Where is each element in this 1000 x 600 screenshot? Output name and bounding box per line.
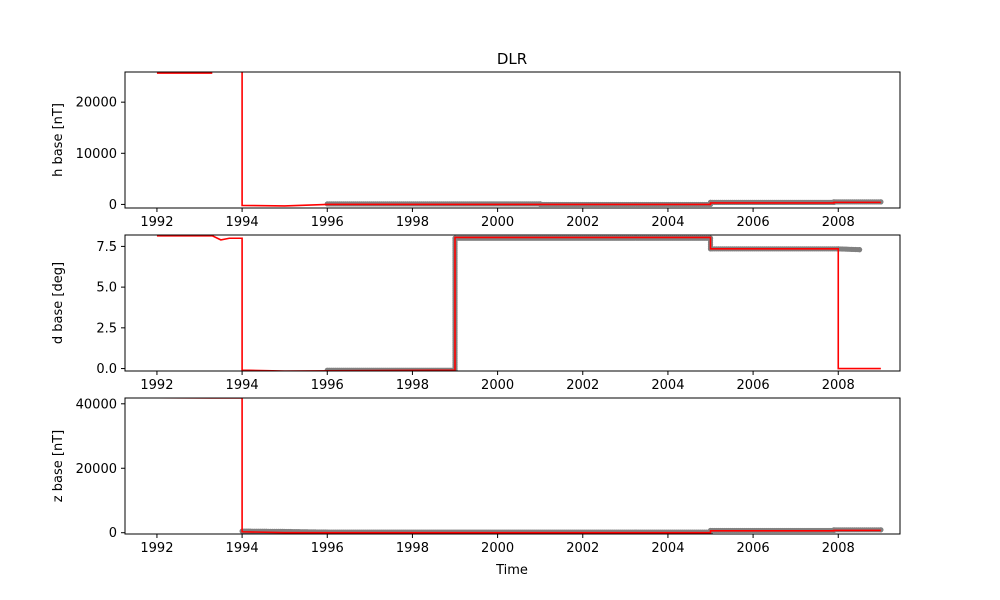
- x-tick-label: 1994: [226, 378, 259, 393]
- panel-0: 1992 1994 1996 1998 2000 2002 2004 2006 2008 0 100…: [51, 71, 901, 230]
- x-tick-label: 2008: [822, 378, 855, 393]
- x-tick-label: 2004: [651, 378, 684, 393]
- x-tick-label: 1998: [396, 215, 429, 230]
- x-axis-label: Time: [495, 563, 528, 578]
- x-tick-label: 1996: [311, 541, 344, 556]
- plot-area-0: [156, 72, 884, 208]
- y-tick-label: 10000: [76, 147, 117, 162]
- panels: 1992 1994 1996 1998 2000 2002 2004 2006 2008 0 100…: [51, 71, 901, 556]
- x-tick-label: 2006: [737, 378, 770, 393]
- y-tick-label: 0: [109, 198, 117, 213]
- x-tick-label: 2000: [481, 541, 514, 556]
- y-tick-label: 5.0: [96, 281, 117, 296]
- x-tick-label: 2000: [481, 378, 514, 393]
- chart-title: DLR: [497, 50, 527, 68]
- x-tick-label: 2000: [481, 215, 514, 230]
- x-tick-label: 2004: [651, 541, 684, 556]
- y-axis-label-1: d base [deg]: [51, 262, 66, 344]
- x-tick-label: 1992: [140, 378, 173, 393]
- x-tick-label: 1994: [226, 215, 259, 230]
- data-point: [856, 247, 863, 253]
- x-tick-label: 1998: [396, 541, 429, 556]
- x-tick-label: 1998: [396, 378, 429, 393]
- series-line-0: [156, 72, 881, 207]
- panel-1: 1992 1994 1996 1998 2000 2002 2004 2006 2008 0.0 2…: [51, 234, 901, 393]
- x-tick-label: 1992: [140, 541, 173, 556]
- plot-area-2: [156, 398, 884, 534]
- y-tick-label: 7.5: [96, 240, 117, 255]
- x-tick-label: 2004: [651, 215, 684, 230]
- y-tick-label: 0.0: [96, 362, 117, 377]
- x-tick-label: 2002: [566, 378, 599, 393]
- y-tick-label: 20000: [76, 462, 117, 477]
- axes-frame-1: [124, 234, 901, 372]
- axes-frame-0: [124, 71, 901, 209]
- y-tick-label: 40000: [76, 397, 117, 412]
- x-tick-label: 2002: [566, 215, 599, 230]
- x-tick-label: 1992: [140, 215, 173, 230]
- axes-frame-2: [124, 397, 901, 535]
- y-tick-label: 2.5: [96, 321, 117, 336]
- x-tick-label: 1996: [311, 378, 344, 393]
- x-tick-label: 2006: [737, 541, 770, 556]
- y-axis-label-0: h base [nT]: [51, 103, 66, 177]
- x-tick-label: 2008: [822, 215, 855, 230]
- points-series-1: [324, 235, 863, 371]
- plot-area-1: [156, 235, 881, 371]
- y-tick-label: 0: [109, 526, 117, 541]
- y-tick-label: 20000: [76, 96, 117, 111]
- x-tick-label: 2002: [566, 541, 599, 556]
- x-tick-label: 2008: [822, 541, 855, 556]
- panel-2: 1992 1994 1996 1998 2000 2002 2004 2006 2008 0 200…: [51, 397, 901, 556]
- x-tick-label: 1996: [311, 215, 344, 230]
- x-tick-label: 2006: [737, 215, 770, 230]
- x-tick-label: 1994: [226, 541, 259, 556]
- y-axis-label-2: z base [nT]: [51, 430, 66, 502]
- series-line-1: [156, 235, 881, 371]
- series-line-2: [156, 398, 881, 534]
